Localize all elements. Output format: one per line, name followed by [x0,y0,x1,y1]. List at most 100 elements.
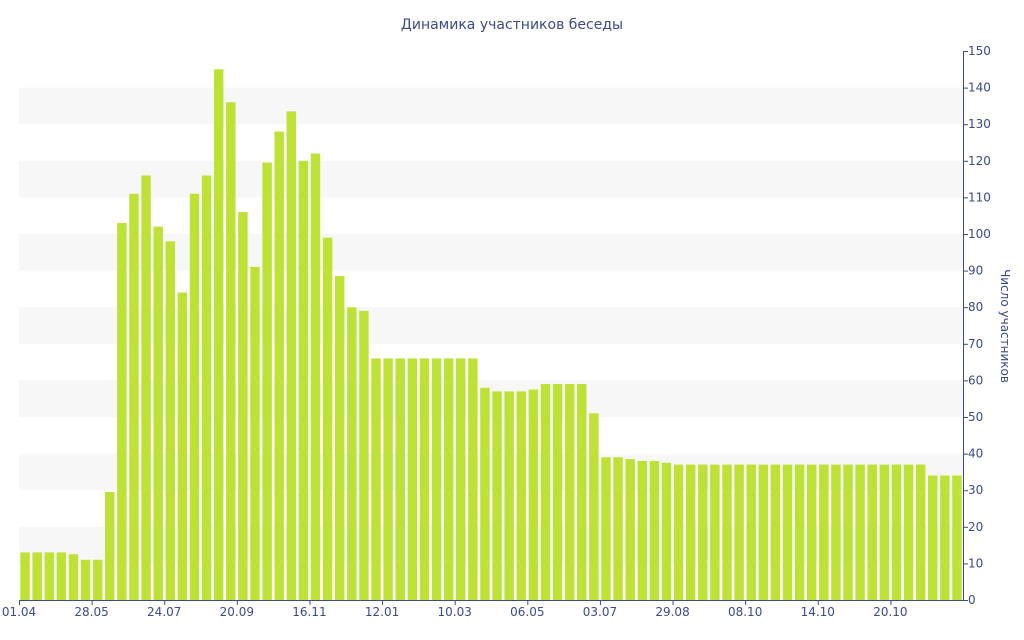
bar [177,292,188,600]
bar [843,464,853,600]
bar [746,464,756,600]
bar [928,475,938,600]
bar [189,193,200,601]
y-tick-label: 130 [968,117,991,131]
bar [649,460,660,600]
bar [770,464,781,600]
bar [564,384,575,600]
bar [250,266,260,600]
bar [782,464,793,600]
y-tick-label: 10 [968,556,983,570]
bar [105,492,115,600]
y-tick-label: 40 [968,447,983,461]
grid-band [19,526,963,564]
bar [504,391,514,600]
bar [20,552,30,600]
bar [117,223,127,600]
bar [44,552,54,600]
x-tick-label: 20.10 [873,605,907,619]
x-tick-label: 28.05 [74,605,108,619]
y-tick-label: 50 [968,410,983,424]
x-tick-label: 06.05 [510,605,544,619]
bar [431,358,442,600]
bar [68,554,79,600]
y-tick-label: 120 [968,154,991,168]
bar [879,464,890,600]
bar-series [20,69,962,601]
bar [238,212,248,601]
bar [371,358,381,600]
bar [722,464,732,600]
bar [855,464,865,600]
bar [601,457,611,600]
y-tick-label: 110 [968,190,991,204]
bar [226,102,236,601]
x-tick-label: 10.03 [438,605,472,619]
bar [419,358,430,600]
bar [334,276,345,600]
y-tick-label: 90 [968,264,983,278]
bar [322,237,333,600]
grid-bands [19,87,963,564]
bar [262,162,272,600]
bar [698,464,708,600]
y-tick-label: 70 [968,337,983,351]
x-tick-label: 16.11 [292,605,326,619]
bar [201,175,212,600]
y-tick-label: 0 [968,593,976,607]
bar [685,464,696,600]
grid-band [19,307,963,344]
bar [903,464,914,600]
bar [540,384,551,600]
bar [141,175,151,600]
y-axis-label: Число участников [998,269,1012,383]
bar [274,131,284,600]
bar [80,559,91,600]
y-tick-label: 20 [968,520,983,534]
y-tick-label: 80 [968,300,983,314]
bar [129,193,139,601]
grid-band [19,234,963,271]
x-tick-label: 01.04 [2,605,36,619]
chart-title: Динамика участников беседы [401,17,623,33]
bar [577,384,587,600]
bar [383,358,393,600]
bar [891,464,902,600]
bar [468,358,478,600]
y-axis-ticks: 0 10 20 30 40 50 60 70 80 90 100 110 120 130 140 150 [963,44,991,607]
y-tick-label: 30 [968,483,983,497]
bar [710,464,720,600]
x-tick-label: 08.10 [728,605,762,619]
grid-band [19,453,963,491]
bar [480,387,490,600]
bar [528,389,539,600]
bar [940,475,950,600]
bar [673,464,684,600]
y-tick-label: 140 [968,81,991,95]
bar [153,226,163,600]
y-tick-label: 100 [968,227,991,241]
bar [625,459,635,600]
bar [32,552,42,600]
bar [395,358,405,600]
bar [661,462,672,600]
bar [758,464,769,600]
bar [613,457,623,600]
bar [56,552,67,600]
bar [794,464,805,600]
bar [443,358,454,600]
bar [92,559,103,600]
bar [819,464,829,600]
bar [359,310,369,600]
bar [310,153,321,601]
bar [492,391,502,600]
bar [347,307,357,600]
bar [867,464,877,600]
x-tick-label: 03.07 [583,605,617,619]
x-tick-label: 14.10 [801,605,835,619]
bar [516,391,526,600]
bar [734,464,744,600]
bar [286,111,297,600]
x-tick-label: 29.08 [655,605,689,619]
